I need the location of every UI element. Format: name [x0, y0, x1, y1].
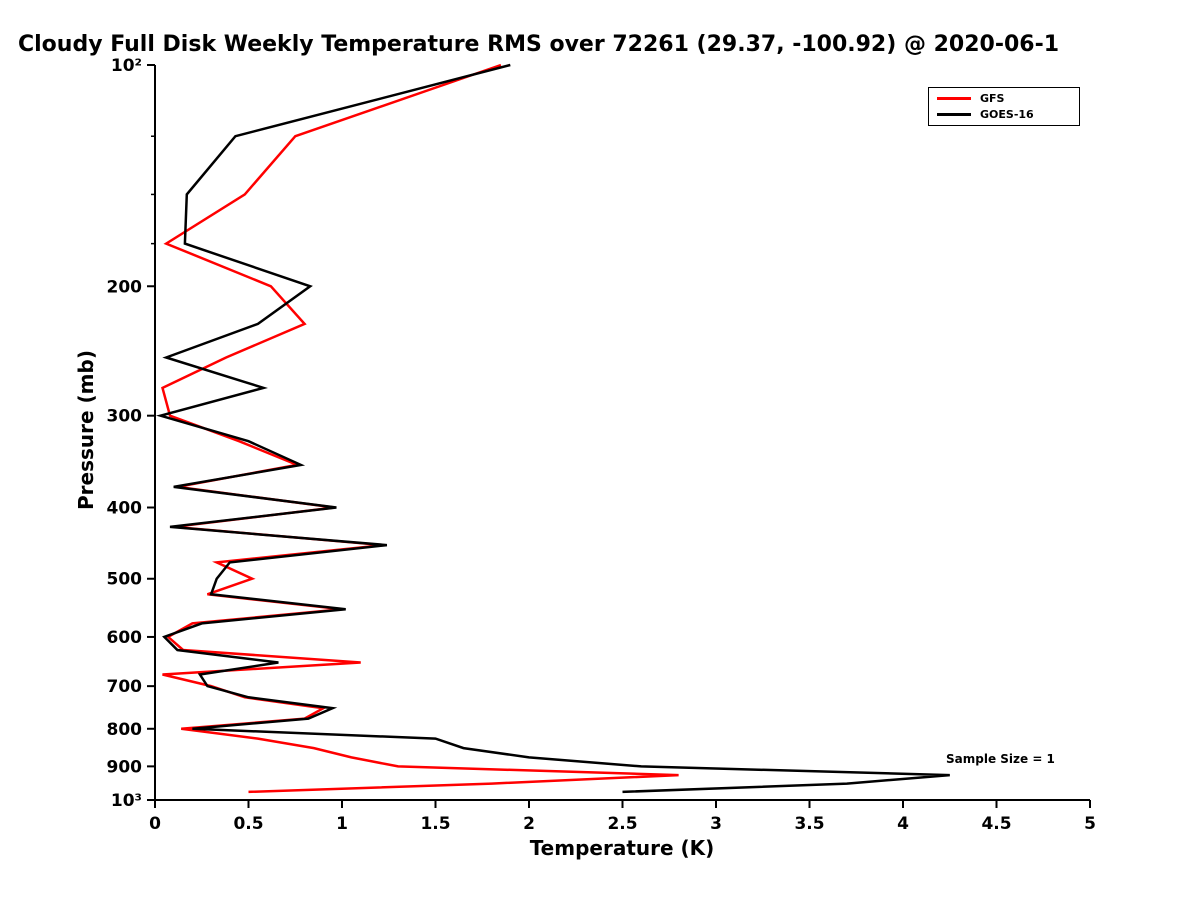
y-tick-label: 600 — [107, 628, 143, 648]
chart-title: Cloudy Full Disk Weekly Temperature RMS … — [18, 32, 1060, 57]
x-tick-label: 5 — [1084, 814, 1096, 834]
x-axis-label: Temperature (K) — [529, 836, 715, 860]
x-tick-label: 2 — [523, 814, 535, 834]
sample-size-annotation: Sample Size = 1 — [946, 752, 1055, 766]
x-tick-label: 4.5 — [981, 814, 1011, 834]
x-tick-label: 3.5 — [794, 814, 824, 834]
y-tick-label: 300 — [107, 407, 143, 427]
y-axis-label: Pressure (mb) — [74, 350, 98, 510]
x-tick-label: 1 — [336, 814, 348, 834]
x-tick-label: 0.5 — [233, 814, 263, 834]
legend-label-goes16: GOES-16 — [980, 108, 1034, 121]
y-tick-label: 700 — [107, 677, 143, 697]
y-tick-label: 10² — [111, 56, 142, 76]
x-tick-label: 1.5 — [420, 814, 450, 834]
legend-entry-goes16: GOES-16 — [937, 108, 1071, 121]
y-tick-label: 10³ — [111, 791, 142, 811]
axes-spines — [154, 65, 1090, 801]
goes16-line-swatch — [937, 113, 971, 116]
series-line-gfs — [161, 63, 679, 794]
y-tick-label: 800 — [107, 720, 143, 740]
y-tick-label: 200 — [107, 277, 143, 297]
x-tick-label: 0 — [149, 814, 161, 834]
x-tick-label: 3 — [710, 814, 722, 834]
legend-entry-gfs: GFS — [937, 92, 1071, 105]
y-tick-label: 500 — [107, 570, 143, 590]
legend-label-gfs: GFS — [980, 92, 1005, 105]
series-line-goes-16 — [155, 63, 950, 794]
legend: GFS GOES-16 — [928, 87, 1080, 126]
x-tick-label: 4 — [897, 814, 909, 834]
y-tick-label: 900 — [107, 757, 143, 777]
gfs-line-swatch — [937, 97, 971, 100]
y-tick-label: 400 — [107, 499, 143, 519]
x-tick-label: 2.5 — [607, 814, 637, 834]
